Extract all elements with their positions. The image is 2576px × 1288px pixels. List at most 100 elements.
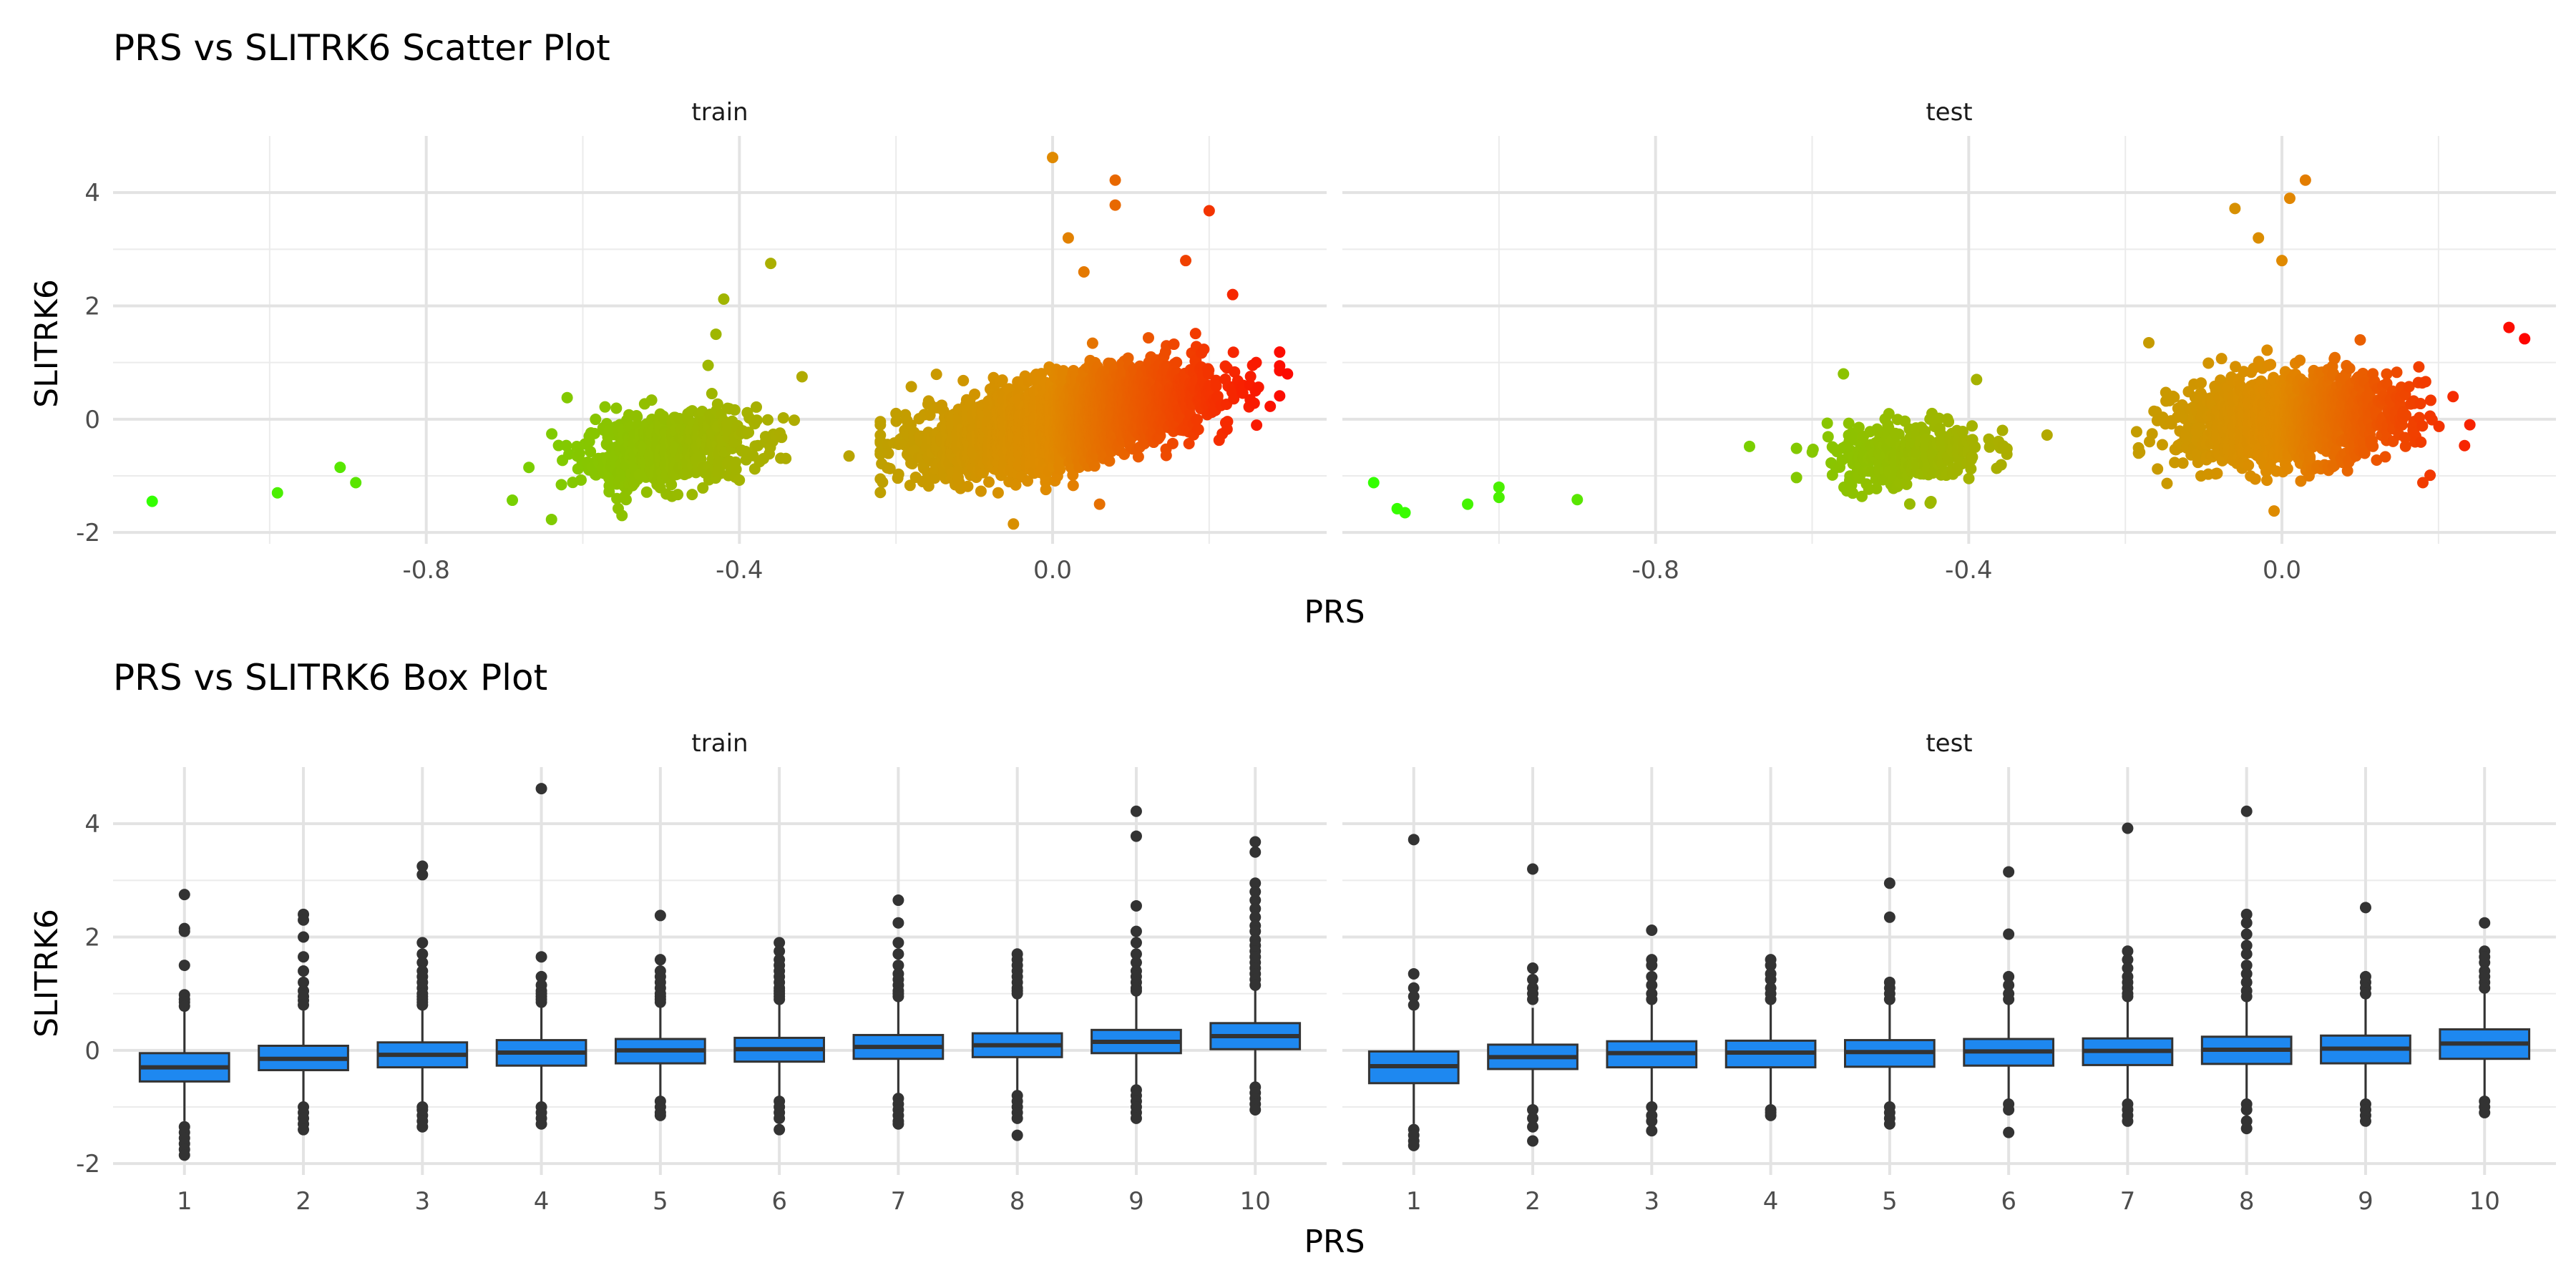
scatter-point: [1203, 205, 1215, 217]
x-tick-label: 0.0: [2263, 556, 2301, 585]
scatter-point: [545, 513, 557, 525]
scatter-point: [1008, 518, 1020, 530]
scatter-point: [882, 447, 894, 459]
scatter-point: [590, 414, 602, 426]
scatter-point: [575, 474, 587, 486]
x-tick-label: -0.8: [1632, 556, 1679, 585]
scatter-point: [2211, 467, 2223, 479]
scatter-point: [573, 447, 585, 459]
scatter-point: [672, 489, 684, 501]
scatter-point: [1168, 338, 1180, 351]
scatter-point: [599, 401, 611, 413]
y-tick-label: -2: [76, 519, 100, 547]
scatter-point: [1968, 441, 1981, 453]
scatter-point: [560, 439, 572, 452]
scatter-point: [843, 450, 855, 462]
scatter-point: [620, 494, 632, 506]
scatter-point: [1790, 442, 1802, 454]
scatter-point: [1109, 174, 1121, 186]
scatter-point: [1166, 437, 1179, 449]
scatter-point: [523, 462, 535, 474]
scatter-point: [2249, 473, 2261, 485]
scatter-point: [350, 477, 362, 489]
scatter-point: [730, 463, 742, 475]
scatter-point: [640, 486, 653, 498]
scatter-point: [929, 472, 941, 484]
scatter-point: [1189, 328, 1201, 340]
scatter-point: [1925, 495, 1937, 507]
y-tick-label: 2: [84, 293, 100, 321]
scatter-point: [930, 369, 942, 381]
scatter-point: [1198, 343, 1210, 356]
scatter-point: [1274, 390, 1286, 402]
scatter-point: [924, 409, 936, 421]
scatter-point: [983, 476, 995, 488]
x-tick-label: 0.0: [1033, 556, 1072, 585]
x-tick-label: -0.4: [1945, 556, 1992, 585]
scatter-point: [2177, 457, 2189, 469]
scatter-point: [711, 398, 723, 410]
scatter-point: [1822, 431, 1834, 443]
scatter-point: [507, 494, 519, 507]
scatter-point: [555, 479, 567, 491]
scatter-point: [1180, 255, 1192, 267]
scatter-point: [761, 414, 774, 426]
scatter-point: [1790, 472, 1802, 484]
scatter-point: [665, 479, 678, 491]
scatter-point: [1086, 337, 1098, 349]
scatter-strip-train: train: [691, 98, 748, 127]
scatter-point: [2161, 477, 2173, 489]
scatter-point: [2215, 353, 2228, 365]
scatter-point: [588, 427, 600, 439]
scatter-point: [957, 374, 970, 386]
scatter-point: [905, 381, 917, 393]
scatter-point: [1821, 417, 1833, 429]
scatter-point: [2195, 377, 2207, 389]
scatter-point: [1943, 416, 1955, 428]
scatter-point: [718, 293, 730, 305]
scatter-point: [1248, 397, 1260, 409]
scatter-point: [733, 474, 746, 486]
scatter-point: [780, 452, 792, 464]
scatter-point: [776, 431, 788, 444]
scatter-point: [2243, 459, 2255, 472]
scatter-point: [1244, 371, 1257, 383]
scatter-point: [1221, 416, 1234, 428]
scatter-point: [777, 411, 789, 424]
scatter-point: [1132, 451, 1144, 463]
scatter-point: [1109, 199, 1121, 211]
scatter-point: [1226, 288, 1239, 301]
scatter-point: [884, 462, 896, 474]
scatter-point: [890, 407, 902, 419]
scatter-point: [1040, 484, 1052, 496]
scatter-point: [892, 468, 904, 480]
scatter-point: [1227, 346, 1239, 358]
scatter-point: [561, 391, 573, 404]
scatter-point: [1995, 459, 2007, 471]
scatter-point: [728, 404, 741, 416]
scatter-point: [877, 476, 889, 488]
scatter-point: [2146, 428, 2158, 440]
scatter-point: [2130, 426, 2142, 438]
scatter-point: [1047, 152, 1059, 164]
scatter-point: [2001, 443, 2013, 455]
scatter-point: [1963, 472, 1975, 484]
scatter-title: PRS vs SLITRK6 Scatter Plot: [113, 27, 610, 69]
scatter-point: [874, 419, 887, 431]
scatter-point: [710, 328, 722, 341]
scatter-point: [751, 414, 763, 426]
scatter-point: [706, 388, 718, 400]
scatter-point: [1054, 464, 1066, 476]
scatter-point: [975, 485, 987, 497]
scatter-point: [1191, 414, 1203, 426]
scatter-point: [697, 482, 709, 494]
x-tick-label: -0.4: [716, 556, 763, 585]
scatter-point: [1078, 266, 1090, 278]
scatter-point: [743, 426, 755, 439]
scatter-point: [1251, 419, 1263, 431]
scatter-point: [1203, 364, 1215, 376]
scatter-point: [789, 414, 801, 426]
